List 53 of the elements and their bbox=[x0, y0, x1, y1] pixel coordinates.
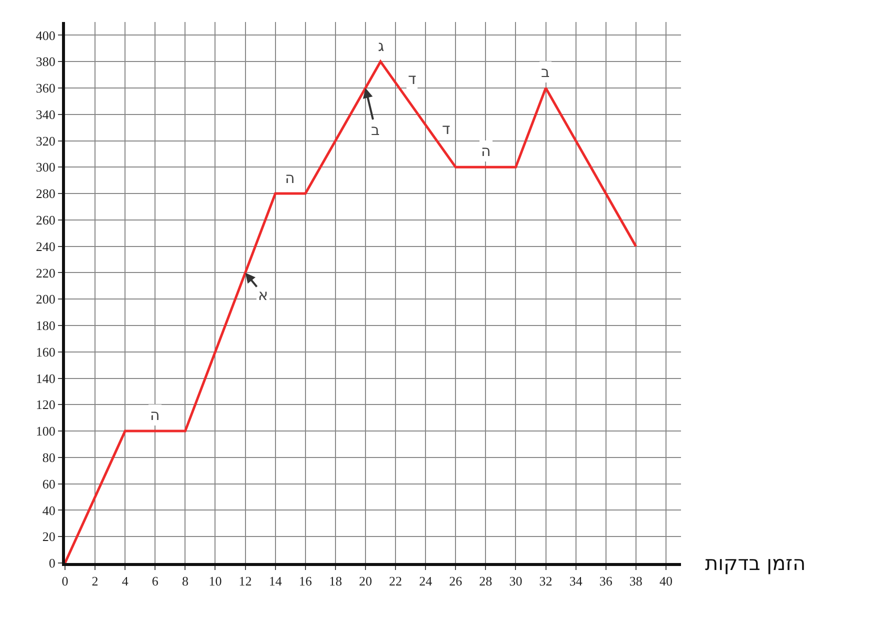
x-tick-label: 0 bbox=[62, 574, 68, 589]
x-tick-label: 18 bbox=[328, 574, 342, 589]
x-tick-label: 26 bbox=[449, 574, 463, 589]
y-tick-label: 120 bbox=[36, 397, 56, 412]
y-tick-label: 80 bbox=[42, 450, 56, 465]
x-tick-label: 6 bbox=[152, 574, 159, 589]
annotation: ג bbox=[378, 37, 384, 55]
annotation: ב bbox=[371, 121, 380, 139]
y-tick-label: 340 bbox=[36, 106, 56, 122]
x-tick-label: 14 bbox=[268, 574, 282, 589]
x-tick-label: 20 bbox=[358, 574, 372, 589]
x-tick-label: 22 bbox=[389, 574, 402, 589]
x-tick-label: 10 bbox=[208, 574, 222, 589]
y-tick-label: 300 bbox=[36, 160, 56, 175]
y-tick-label: 0 bbox=[48, 556, 56, 571]
annotation: ד bbox=[442, 120, 450, 138]
y-tick-label: 200 bbox=[36, 292, 56, 307]
x-tick-label: 28 bbox=[479, 574, 492, 589]
annotation: ה bbox=[481, 142, 491, 160]
x-tick-label: 16 bbox=[298, 574, 312, 589]
y-tick-label: 160 bbox=[36, 344, 56, 360]
y-tick-label: 240 bbox=[36, 238, 56, 254]
annotation: ה bbox=[285, 169, 295, 187]
x-tick-label: 8 bbox=[182, 574, 188, 589]
annotation: ד bbox=[408, 70, 416, 88]
x-tick-label: 38 bbox=[629, 574, 642, 589]
y-tick-label: 380 bbox=[36, 54, 56, 70]
y-tick-label: 20 bbox=[42, 529, 56, 544]
y-tick-label: 220 bbox=[36, 265, 56, 280]
y-tick-label: 320 bbox=[36, 133, 56, 148]
x-tick-label: 4 bbox=[122, 574, 129, 589]
y-tick-label: 280 bbox=[36, 186, 56, 202]
annotation: א bbox=[258, 286, 268, 304]
x-tick-label: 24 bbox=[419, 574, 433, 589]
y-tick-label: 60 bbox=[42, 476, 56, 492]
annotation: ה bbox=[150, 406, 160, 424]
y-tick-label: 360 bbox=[36, 80, 56, 96]
x-tick-label: 30 bbox=[509, 574, 522, 589]
x-tick-label: 12 bbox=[238, 574, 252, 589]
line-series bbox=[65, 60, 638, 563]
y-tick-label: 40 bbox=[42, 502, 56, 518]
y-tick-label: 100 bbox=[36, 424, 56, 439]
y-tick-label: 400 bbox=[36, 28, 56, 43]
y-tick-label: 140 bbox=[36, 370, 56, 386]
x-axis-title: הזמן בדקות bbox=[705, 551, 806, 575]
y-tick-label: 260 bbox=[36, 212, 56, 228]
x-tick-label: 32 bbox=[539, 574, 552, 589]
x-tick-label: 36 bbox=[599, 574, 613, 589]
x-tick-label: 34 bbox=[569, 574, 583, 589]
annotation: ב bbox=[541, 63, 550, 81]
y-tick-label: 180 bbox=[36, 318, 56, 334]
x-tick-label: 2 bbox=[92, 574, 98, 589]
x-tick-label: 40 bbox=[659, 574, 672, 589]
